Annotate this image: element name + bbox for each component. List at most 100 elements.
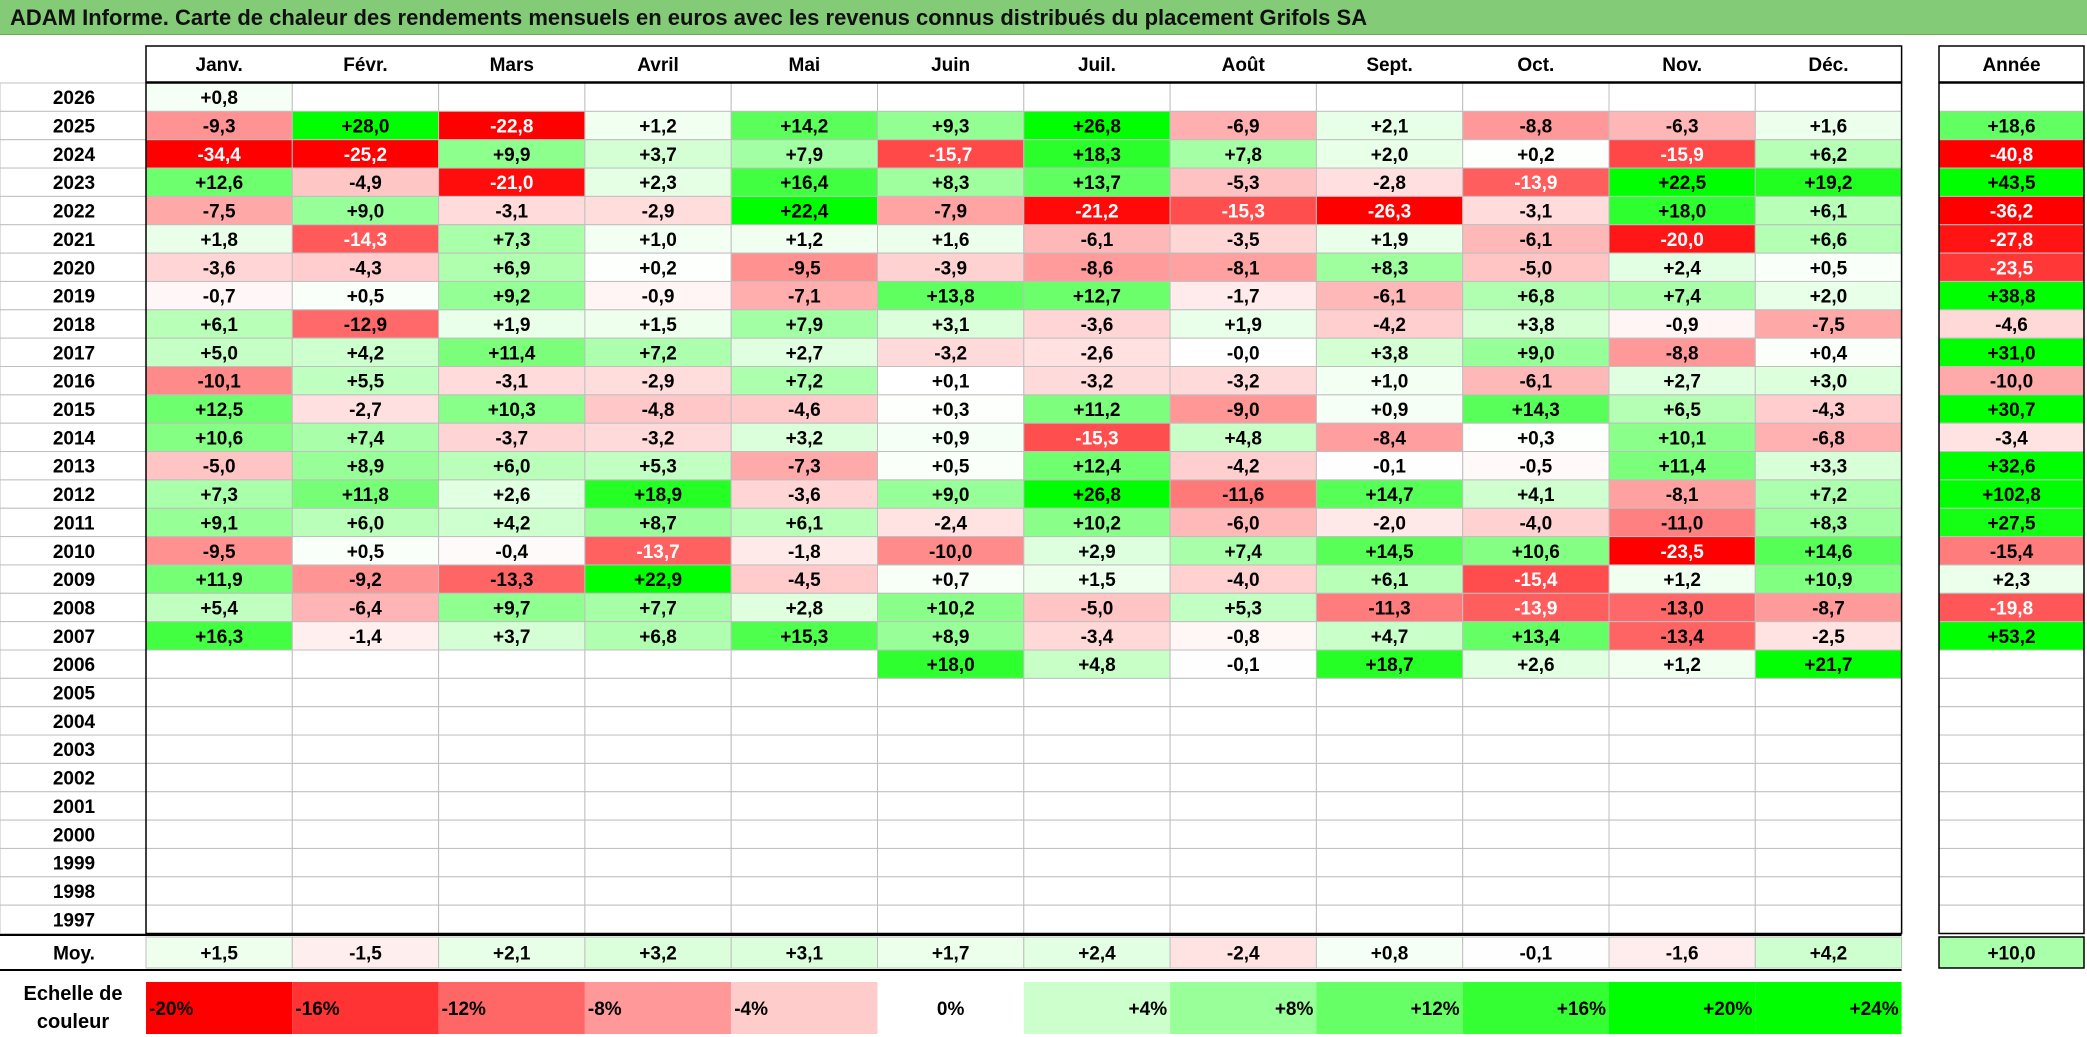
heatmap-cell xyxy=(877,649,1025,679)
cell-value: -9,2 xyxy=(349,570,382,591)
heatmap-cell xyxy=(291,252,440,282)
cell-value: -2,9 xyxy=(642,372,675,393)
heatmap-cell xyxy=(584,706,732,736)
year-total-value: +102,8 xyxy=(1982,485,2041,506)
heatmap-cell xyxy=(1169,904,1317,935)
heatmap-cell xyxy=(438,167,586,197)
average-value: -0,1 xyxy=(1519,944,1552,965)
column-header: Janv. xyxy=(196,55,243,76)
heatmap-cell xyxy=(1169,706,1317,736)
year-label: 1999 xyxy=(53,854,95,875)
heatmap-cell xyxy=(877,876,1025,906)
heatmap-cell xyxy=(291,791,440,821)
heatmap-cell xyxy=(1754,762,1903,793)
cell-value: +11,9 xyxy=(196,570,243,591)
cell-value: -4,2 xyxy=(1373,315,1406,336)
cell-value: -6,3 xyxy=(1666,117,1699,138)
scale-label: +8% xyxy=(1275,999,1314,1020)
cell-value: +3,7 xyxy=(493,627,531,648)
heatmap-cell xyxy=(1169,819,1317,849)
cell-value: -5,3 xyxy=(1227,173,1260,194)
scale-swatch xyxy=(1170,982,1317,1034)
heatmap-cell xyxy=(1462,847,1610,878)
heatmap-cell xyxy=(438,621,586,651)
heatmap-cell xyxy=(1754,451,1903,481)
cell-value: +2,0 xyxy=(1371,145,1409,166)
year-label: 2009 xyxy=(53,570,95,591)
heatmap-cell xyxy=(145,536,293,566)
heatmap-cell xyxy=(730,139,879,169)
heatmap-cell xyxy=(1462,876,1610,906)
cell-value: +4,8 xyxy=(1078,655,1116,676)
heatmap-cell xyxy=(1608,139,1756,169)
column-header: Nov. xyxy=(1662,55,1702,76)
cell-value: -0,1 xyxy=(1227,655,1260,676)
heatmap-cell xyxy=(877,167,1025,197)
average-cell xyxy=(145,936,293,969)
cell-value: +7,8 xyxy=(1224,145,1262,166)
heatmap-cell xyxy=(1315,592,1464,623)
cell-value: +0,5 xyxy=(932,457,970,478)
cell-value: +10,1 xyxy=(1658,428,1707,449)
cell-value: -7,1 xyxy=(788,287,821,308)
cell-value: +11,4 xyxy=(488,343,535,364)
cell-value: +1,9 xyxy=(493,315,531,336)
year-total-cell xyxy=(1938,195,2085,226)
cell-value: -13,9 xyxy=(1514,598,1557,619)
cell-value: +22,9 xyxy=(634,570,682,591)
heatmap-cell xyxy=(1023,706,1171,736)
heatmap-cell xyxy=(1315,167,1464,197)
cell-value: +0,3 xyxy=(1517,428,1555,449)
heatmap-cell xyxy=(1023,649,1171,679)
heatmap-cell xyxy=(1608,394,1756,424)
heatmap-cell xyxy=(145,677,293,708)
heatmap-cell xyxy=(145,791,293,821)
year-label: 2014 xyxy=(53,428,96,449)
year-total-value: -40,8 xyxy=(1990,145,2033,166)
cell-value: +12,4 xyxy=(1073,457,1122,478)
average-row: Moy. +1,5 -1,5 +2,1 +3,2 +3,1 +1,7 +2,4 -2,4 +0,8… xyxy=(0,934,2085,971)
cell-value: +6,6 xyxy=(1810,230,1848,251)
heatmap-cell xyxy=(730,791,879,821)
heatmap-cell xyxy=(1608,649,1756,679)
heatmap-cell xyxy=(1462,394,1610,424)
year-label: 2004 xyxy=(53,712,96,733)
cell-value: +1,2 xyxy=(1663,570,1701,591)
heatmap-cell xyxy=(1023,819,1171,849)
cell-value: +6,9 xyxy=(493,258,531,279)
heatmap-cell xyxy=(730,762,879,793)
scale-label: -16% xyxy=(295,999,339,1020)
cell-value: +5,3 xyxy=(639,457,677,478)
heatmap-cell xyxy=(877,564,1025,594)
cell-value: -7,9 xyxy=(934,202,967,223)
cell-value: +0,2 xyxy=(1517,145,1555,166)
heatmap-cell xyxy=(584,82,732,112)
scale-swatch xyxy=(1462,982,1609,1034)
heatmap-cell xyxy=(145,451,293,481)
heatmap-cell xyxy=(291,536,440,566)
heatmap-cell xyxy=(1754,791,1903,821)
heatmap-cell xyxy=(877,309,1025,339)
heatmap-cell xyxy=(1023,110,1171,141)
heatmap-cell xyxy=(1608,224,1756,254)
heatmap-cell xyxy=(1608,82,1756,112)
heatmap-cell xyxy=(291,195,440,226)
heatmap-cell xyxy=(877,195,1025,226)
cell-value: -8,8 xyxy=(1666,343,1699,364)
year-total-value: -3,4 xyxy=(1995,428,2028,449)
year-label: 2007 xyxy=(53,627,95,648)
heatmap-cell xyxy=(291,649,440,679)
heatmap-cell xyxy=(145,366,293,396)
heatmap-cell xyxy=(1169,847,1317,878)
year-label: 2000 xyxy=(53,825,95,846)
scale-label: +12% xyxy=(1411,999,1460,1020)
heatmap-cell xyxy=(291,677,440,708)
heatmap-cell xyxy=(730,507,879,538)
heatmap-cell xyxy=(584,252,732,282)
heatmap-cell xyxy=(730,451,879,481)
average-value: -2,4 xyxy=(1227,944,1260,965)
cell-value: +2,7 xyxy=(786,343,824,364)
cell-value: -2,4 xyxy=(934,513,967,534)
heatmap-cell xyxy=(1315,366,1464,396)
average-value: +1,7 xyxy=(932,944,970,965)
